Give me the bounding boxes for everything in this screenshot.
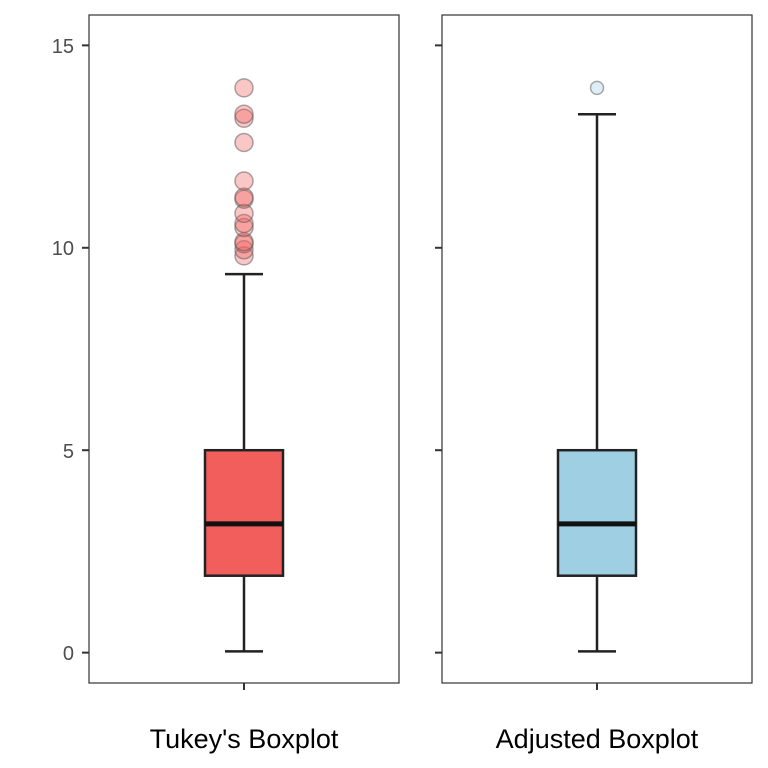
outlier-point-tukey-6: [234, 203, 254, 224]
outlier-point-tukey-1: [234, 240, 254, 260]
box-adjusted: [556, 448, 638, 577]
y-tick-label-15: 15: [52, 36, 74, 58]
y-tick-label-5: 5: [63, 441, 74, 463]
panels-layer: [82, 14, 753, 690]
panel-label-adjusted: Adjusted Boxplot: [496, 724, 699, 754]
panel-label-tukey: Tukey's Boxplot: [150, 724, 339, 754]
box-tukey: [203, 448, 285, 577]
y-tick-label-0: 0: [63, 643, 74, 665]
outlier-point-tukey-13: [234, 78, 254, 98]
y-tick-label-10: 10: [52, 238, 74, 260]
outlier-point-tukey-12: [234, 104, 254, 124]
outlier-point-tukey-8: [234, 187, 254, 207]
outlier-point-tukey-10: [234, 132, 254, 153]
labels-layer: 0 5 10 15 Tukey's Boxplot Adjusted Boxpl…: [52, 36, 699, 754]
outlier-point-adjusted-0: [589, 80, 605, 96]
outlier-point-tukey-5: [234, 213, 254, 234]
outlier-point-tukey-9: [234, 171, 254, 191]
